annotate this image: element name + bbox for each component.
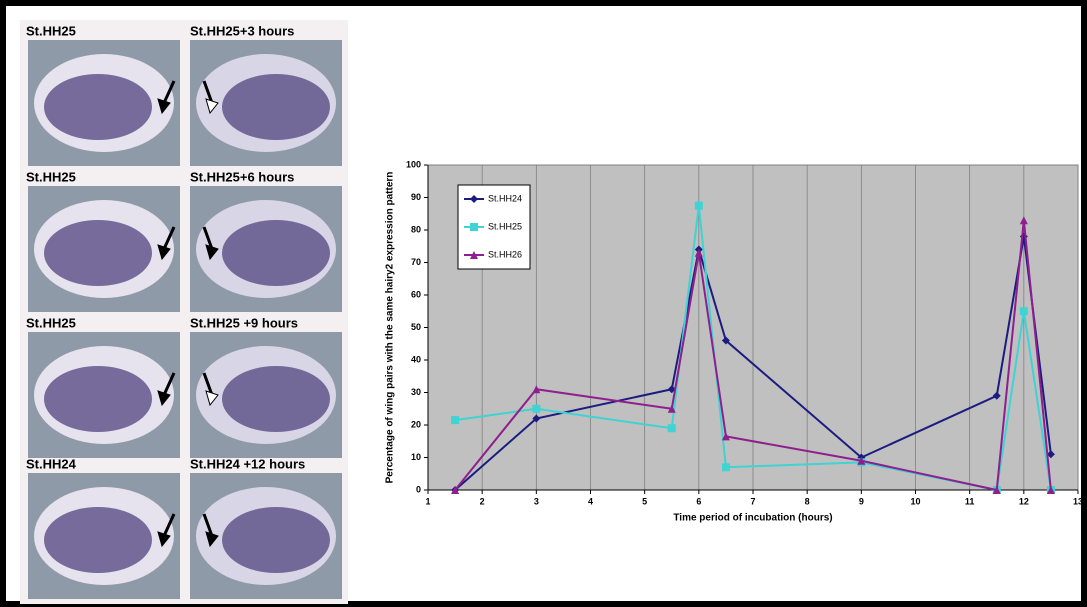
x-tick-label: 4 [588, 496, 593, 506]
y-tick-label: 40 [411, 354, 421, 364]
arrow [202, 80, 214, 104]
expression [44, 366, 152, 432]
x-tick-label: 2 [480, 496, 485, 506]
arrow [162, 372, 176, 396]
y-axis-label: Percentage of wing pairs with the same h… [385, 172, 396, 484]
marker [694, 201, 703, 210]
arrow [162, 513, 176, 537]
y-tick-label: 90 [411, 192, 421, 202]
legend-label: St.HH24 [488, 193, 522, 203]
x-tick-label: 10 [910, 496, 920, 506]
y-tick-label: 50 [411, 322, 421, 332]
arrow [202, 226, 214, 250]
x-tick-label: 6 [696, 496, 701, 506]
marker [721, 463, 730, 472]
marker [992, 486, 1001, 494]
expression [222, 220, 330, 286]
marker [451, 416, 460, 425]
y-tick-label: 20 [411, 419, 421, 429]
y-tick-label: 100 [406, 159, 421, 169]
x-tick-label: 3 [534, 496, 539, 506]
marker [451, 486, 460, 494]
panel-label: St.HH24 +12 hours [190, 456, 305, 471]
panel-label: St.HH25 [26, 315, 76, 330]
y-tick-label: 30 [411, 387, 421, 397]
arrow-head [157, 531, 171, 548]
marker [1019, 216, 1028, 225]
arrow-head [205, 390, 219, 407]
marker [532, 414, 541, 423]
x-tick-label: 11 [965, 496, 975, 506]
arrow-head [157, 390, 171, 407]
panel-label: St.HH25 [26, 169, 76, 184]
marker [1046, 450, 1055, 459]
y-tick-label: 80 [411, 224, 421, 234]
marker [992, 391, 1001, 400]
legend-label: St.HH25 [488, 221, 522, 231]
marker [667, 404, 676, 413]
arrow-head [205, 531, 219, 548]
arrow [162, 226, 176, 250]
x-tick-label: 7 [750, 496, 755, 506]
x-tick-label: 5 [642, 496, 647, 506]
marker [721, 336, 730, 345]
panel-label: St.HH25 [26, 23, 76, 38]
expression [222, 366, 330, 432]
marker [667, 424, 676, 433]
marker [470, 223, 478, 231]
arrow-head [205, 98, 219, 115]
marker [857, 456, 866, 465]
x-tick-label: 9 [859, 496, 864, 506]
x-tick-label: 13 [1073, 496, 1083, 506]
panel-label: St.HH25+6 hours [190, 169, 294, 184]
y-tick-label: 60 [411, 289, 421, 299]
legend-label: St.HH26 [488, 249, 522, 259]
marker [470, 195, 478, 203]
panel-label: St.HH25+3 hours [190, 23, 294, 38]
arrow [162, 80, 176, 104]
marker [721, 432, 730, 441]
arrow [202, 513, 214, 537]
y-tick-label: 0 [416, 484, 421, 494]
marker [532, 404, 541, 413]
y-tick-label: 70 [411, 257, 421, 267]
x-tick-label: 8 [805, 496, 810, 506]
panel-label: St.HH25 +9 hours [190, 315, 298, 330]
y-tick-label: 10 [411, 452, 421, 462]
marker [1019, 307, 1028, 316]
marker [667, 385, 676, 394]
chart: 1 2 3 4 5 6 7 8 9 10 11 12 130102030405060708090100T… [385, 159, 1083, 523]
marker [470, 251, 478, 259]
marker [1046, 486, 1055, 494]
arrow-head [205, 244, 219, 261]
arrow-head [157, 98, 171, 115]
expression [222, 74, 330, 140]
expression [44, 220, 152, 286]
x-tick-label: 12 [1019, 496, 1029, 506]
expression [222, 507, 330, 573]
panel-label: St.HH24 [26, 456, 77, 471]
marker [532, 385, 541, 394]
expression [44, 507, 152, 573]
x-tick-label: 1 [425, 496, 430, 506]
expression [44, 74, 152, 140]
arrow-head [157, 244, 171, 261]
x-axis-label: Time period of incubation (hours) [673, 513, 832, 524]
marker [694, 248, 703, 257]
arrow [202, 372, 214, 396]
